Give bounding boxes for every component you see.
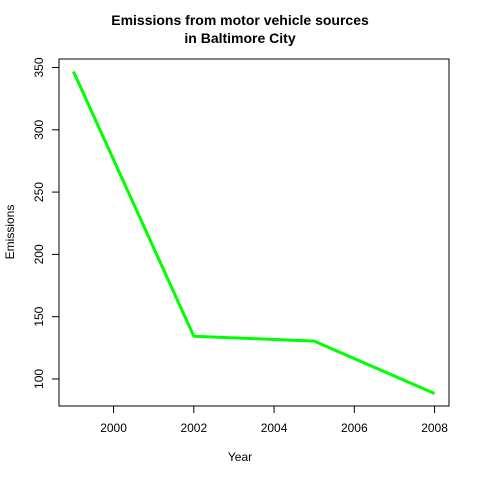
y-tick-label: 150 — [32, 306, 46, 326]
y-tick-label: 100 — [32, 369, 46, 389]
y-tick-label: 350 — [32, 57, 46, 77]
x-axis-label: Year — [227, 450, 253, 464]
y-tick-label: 300 — [32, 119, 46, 139]
y-tick-label: 250 — [32, 182, 46, 202]
x-tick-label: 2000 — [100, 421, 127, 435]
chart-axes: 2000 2002 2004 2006 2008 100 150 200 250 300 350 — [32, 57, 450, 435]
plot-frame — [58, 58, 450, 407]
y-tick-label: 200 — [32, 244, 46, 264]
x-tick-label: 2004 — [261, 421, 288, 435]
x-tick-label: 2006 — [341, 421, 368, 435]
x-tick-label: 2002 — [180, 421, 207, 435]
plot-area — [72, 70, 436, 395]
chart-title-line-1: Emissions from motor vehicle sources — [111, 12, 369, 28]
series-line — [72, 70, 436, 395]
x-tick-label: 2008 — [421, 421, 448, 435]
chart-title-line-2: in Baltimore City — [184, 30, 296, 46]
y-axis-label: Emissions — [3, 204, 17, 260]
